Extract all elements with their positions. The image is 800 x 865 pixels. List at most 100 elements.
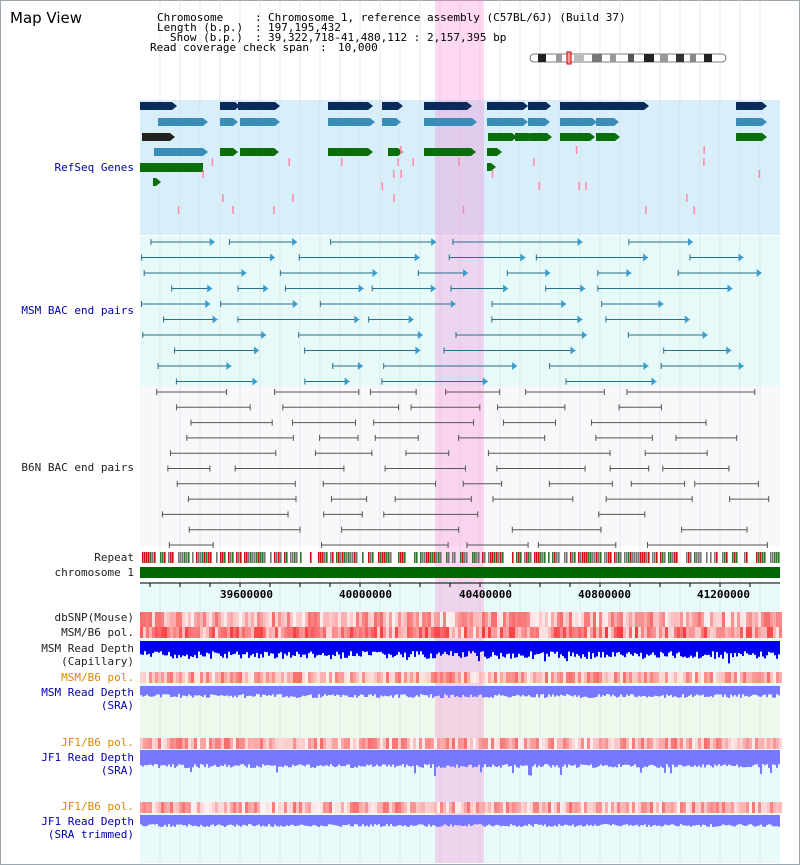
depth-bar <box>432 815 434 826</box>
heat-cell <box>476 612 479 627</box>
depth-bar <box>254 815 256 827</box>
repeat-element <box>368 552 370 563</box>
depth-bar <box>680 815 682 825</box>
heat-cell <box>530 672 533 683</box>
heat-cell <box>257 627 260 638</box>
chromosome-bar[interactable] <box>140 567 780 578</box>
heat-cell <box>572 612 575 627</box>
heat-cell <box>677 738 680 749</box>
depth-bar <box>582 750 584 765</box>
depth-bar <box>214 686 216 696</box>
msm-bac-end-pairs-track[interactable] <box>140 238 762 386</box>
heat-cell <box>707 738 710 749</box>
bac-end-arrow <box>702 331 708 339</box>
depth-bar <box>686 686 688 698</box>
heat-cell <box>605 612 608 627</box>
heat-cell <box>479 802 482 813</box>
heat-cell <box>296 612 299 627</box>
gene-arrow <box>472 118 477 126</box>
depth-bar <box>518 750 520 768</box>
repeat-element <box>142 552 144 563</box>
heat-cell <box>500 672 503 683</box>
repeat-element <box>634 552 636 563</box>
heat-cell <box>638 627 641 638</box>
depth-bar <box>702 815 704 825</box>
depth-bar <box>284 815 286 827</box>
depth-bar <box>776 686 778 695</box>
depth-bar <box>152 686 154 697</box>
depth-bar <box>226 815 228 826</box>
heat-cell <box>257 672 260 683</box>
heat-cell <box>602 672 605 683</box>
heat-cell <box>473 612 476 627</box>
heat-cell <box>176 802 179 813</box>
heat-cell <box>329 612 332 627</box>
depth-bar <box>390 750 392 767</box>
depth-bar <box>208 750 210 768</box>
depth-bar <box>448 641 450 656</box>
depth-bar <box>148 815 150 825</box>
depth-bar <box>216 686 218 696</box>
heat-cell <box>554 738 557 749</box>
depth-bar <box>242 815 244 825</box>
repeat-element <box>260 552 262 563</box>
heat-cell <box>395 672 398 683</box>
heat-cell <box>743 627 746 638</box>
depth-bar <box>754 641 756 655</box>
depth-bar <box>760 750 762 774</box>
repeat-element <box>164 552 166 563</box>
highlight-region[interactable] <box>435 0 484 863</box>
heat-cell <box>683 802 686 813</box>
heat-cell <box>605 672 608 683</box>
heat-cell <box>665 738 668 749</box>
coverage-value: 10,000 <box>338 41 378 54</box>
depth-bar <box>376 815 378 826</box>
heat-cell <box>167 627 170 638</box>
depth-bar <box>492 750 494 765</box>
heat-cell <box>647 672 650 683</box>
depth-bar <box>346 686 348 696</box>
read-depth-tracks[interactable] <box>140 641 780 827</box>
heat-cell <box>470 738 473 749</box>
heat-cell <box>161 802 164 813</box>
depth-bar <box>232 686 234 698</box>
b6n-bac-end-pairs-track[interactable] <box>156 389 770 548</box>
repeat-element <box>640 552 642 563</box>
heat-cell <box>545 738 548 749</box>
coverage-sep: : <box>320 41 327 54</box>
depth-bar <box>474 815 476 825</box>
heat-cell <box>536 627 539 638</box>
heat-cell <box>224 738 227 749</box>
repeat-element <box>276 552 278 563</box>
depth-bar <box>300 815 302 825</box>
chromosome-ideogram[interactable] <box>529 51 727 65</box>
depth-bar <box>272 815 274 827</box>
repeat-track[interactable] <box>142 552 780 563</box>
heat-cell <box>146 738 149 749</box>
depth-bar <box>634 686 636 697</box>
heat-cell <box>206 802 209 813</box>
heat-cell <box>461 627 464 638</box>
refseq-genes-track[interactable] <box>140 102 767 214</box>
polymorphism-heat-tracks[interactable] <box>140 612 782 813</box>
depth-bar <box>462 750 464 767</box>
heat-cell <box>200 802 203 813</box>
heat-cell <box>521 672 524 683</box>
depth-bar <box>426 641 428 659</box>
repeat-element <box>624 552 626 563</box>
depth-bar <box>212 815 214 825</box>
heat-cell <box>185 612 188 627</box>
heat-cell <box>212 738 215 749</box>
depth-bar <box>532 815 534 827</box>
depth-bar <box>546 750 548 765</box>
depth-bar <box>666 815 668 825</box>
axis-tick-label: 39600000 <box>220 588 273 601</box>
depth-bar <box>694 815 696 826</box>
heat-cell <box>161 738 164 749</box>
heat-cell <box>641 612 644 627</box>
depth-bar <box>434 750 436 776</box>
repeat-element <box>356 552 358 563</box>
heat-cell <box>365 672 368 683</box>
depth-bar <box>620 815 622 827</box>
